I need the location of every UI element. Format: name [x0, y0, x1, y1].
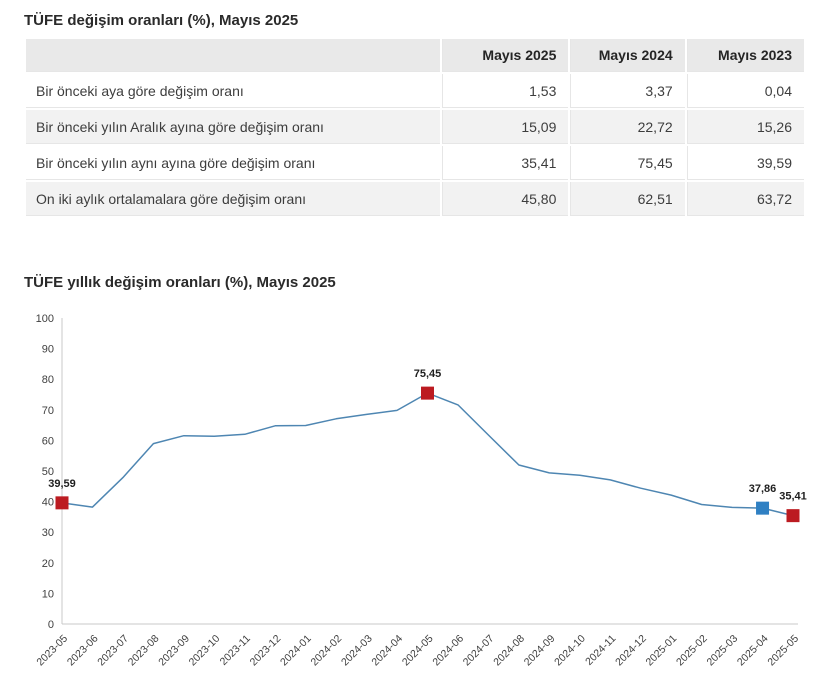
row-label: On iki aylık ortalamalara göre değişim o…: [26, 182, 441, 216]
column-header: Mayıs 2024: [570, 39, 685, 72]
y-tick-label: 40: [42, 497, 54, 509]
y-tick-label: 90: [42, 344, 54, 356]
x-tick-label: 2023-06: [65, 633, 101, 669]
row-value: 62,51: [570, 182, 685, 216]
data-point-marker[interactable]: [786, 509, 800, 523]
x-tick-label: 2023-10: [187, 633, 223, 669]
x-tick-label: 2024-01: [278, 633, 314, 669]
data-point-label: 35,41: [779, 491, 807, 503]
x-tick-label: 2024-12: [613, 633, 649, 669]
table-row: On iki aylık ortalamalara göre değişim o…: [26, 182, 804, 216]
y-tick-label: 70: [42, 405, 54, 417]
row-label: Bir önceki yılın Aralık ayına göre değiş…: [26, 110, 441, 144]
x-tick-label: 2024-06: [430, 633, 466, 669]
y-tick-label: 60: [42, 435, 54, 447]
row-value: 35,41: [442, 146, 569, 180]
y-tick-label: 100: [36, 313, 54, 325]
row-value: 0,04: [686, 74, 804, 108]
chart-section-title: TÜFE yıllık değişim oranları (%), Mayıs …: [24, 274, 336, 291]
x-tick-label: 2023-12: [248, 633, 284, 669]
row-value: 15,09: [442, 110, 569, 144]
y-tick-label: 80: [42, 374, 54, 386]
x-tick-label: 2024-03: [339, 633, 375, 669]
x-tick-label: 2025-04: [735, 633, 771, 669]
blank-header-cell: [26, 39, 441, 72]
y-tick-label: 10: [42, 588, 54, 600]
x-tick-label: 2025-05: [765, 633, 801, 669]
cpi-rates-table: Mayıs 2025 Mayıs 2024 Mayıs 2023 Bir öncek…: [24, 37, 806, 218]
x-tick-label: 2023-09: [156, 633, 192, 669]
table-row: Bir önceki yılın aynı ayına göre değişim…: [26, 146, 804, 180]
inflation-line-series: [61, 392, 794, 517]
data-point-label: 75,45: [414, 368, 442, 380]
data-point-label: 37,86: [749, 483, 777, 495]
table-row: Bir önceki yılın Aralık ayına göre değiş…: [26, 110, 804, 144]
row-label: Bir önceki yılın aynı ayına göre değişim…: [26, 146, 441, 180]
data-point-marker[interactable]: [756, 501, 770, 515]
rates-table-body: Bir önceki aya göre değişim oranı 1,53 3,3…: [26, 74, 804, 216]
x-tick-label: 2025-02: [674, 633, 710, 669]
row-value: 1,53: [442, 74, 569, 108]
y-tick-label: 0: [48, 619, 54, 631]
x-tick-label: 2023-08: [126, 633, 162, 669]
row-value: 63,72: [686, 182, 804, 216]
chart-section: TÜFE yıllık değişim oranları (%), Mayıs …: [8, 273, 807, 683]
x-tick-label: 2024-09: [522, 633, 558, 669]
y-tick-label: 30: [42, 527, 54, 539]
x-tick-label: 2025-01: [644, 633, 680, 669]
row-value: 39,59: [686, 146, 804, 180]
y-tick-label: 50: [42, 466, 54, 478]
column-header: Mayıs 2025: [442, 39, 569, 72]
x-tick-label: 2024-02: [309, 633, 345, 669]
table-row: Bir önceki aya göre değişim oranı 1,53 3,3…: [26, 74, 804, 108]
row-value: 22,72: [570, 110, 685, 144]
data-point-label: 39,59: [48, 478, 76, 490]
x-tick-label: 2024-04: [369, 633, 405, 669]
row-value: 3,37: [570, 74, 685, 108]
x-tick-label: 2024-10: [552, 633, 588, 669]
x-tick-label: 2023-07: [95, 633, 131, 669]
y-tick-label: 20: [42, 558, 54, 570]
x-tick-label: 2024-11: [583, 633, 618, 668]
row-value: 15,26: [686, 110, 804, 144]
x-tick-label: 2024-05: [400, 633, 436, 669]
x-tick-label: 2024-08: [491, 633, 527, 669]
row-label: Bir önceki aya göre değişim oranı: [26, 74, 441, 108]
x-tick-label: 2023-11: [218, 633, 253, 668]
row-value: 45,80: [442, 182, 569, 216]
data-point-marker[interactable]: [55, 496, 69, 510]
table-section-title: TÜFE değişim oranları (%), Mayıs 2025: [24, 12, 299, 29]
row-value: 75,45: [570, 146, 685, 180]
column-header: Mayıs 2023: [686, 39, 804, 72]
table-header-row: Mayıs 2025 Mayıs 2024 Mayıs 2023: [26, 39, 804, 72]
table-header: Mayıs 2025 Mayıs 2024 Mayıs 2023: [26, 39, 804, 72]
data-point-marker[interactable]: [421, 386, 434, 400]
x-tick-label: 2023-05: [34, 633, 70, 669]
x-tick-label: 2024-07: [461, 633, 497, 669]
annual-change-line-chart: 01020304050607080901002023-052023-062023…: [34, 313, 807, 669]
x-tick-label: 2025-03: [704, 633, 740, 669]
